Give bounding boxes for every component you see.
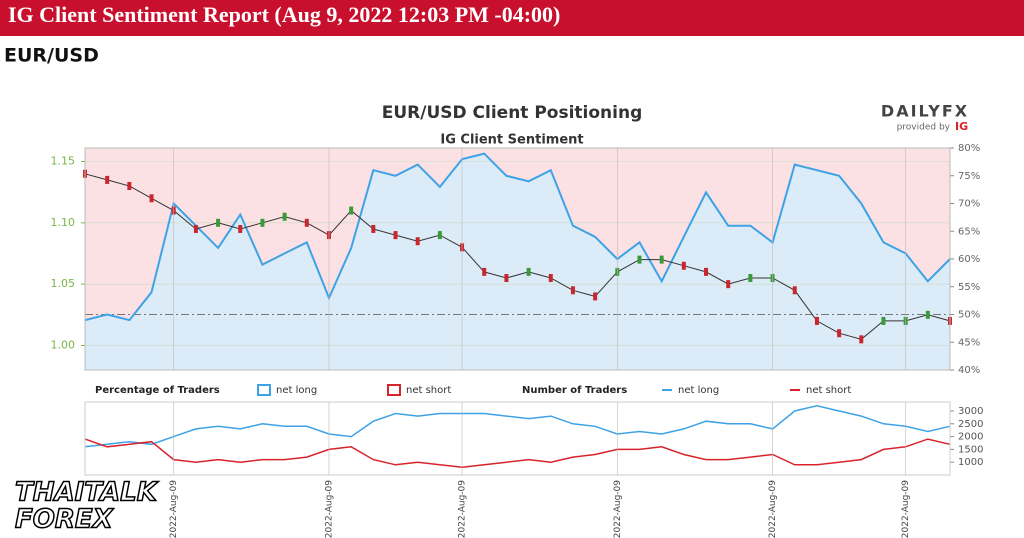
y-tick-label: 1500 <box>958 444 983 455</box>
price-candle <box>881 316 886 325</box>
x-tick-label: 2022-Aug-09 <box>324 480 334 538</box>
plot-frame <box>84 401 951 476</box>
y-tick-label: 2500 <box>958 419 983 430</box>
legend-title: Number of Traders <box>522 385 627 396</box>
price-candle <box>859 335 864 344</box>
x-tick-label: 2022-Aug-09 <box>613 480 623 538</box>
price-candle <box>726 280 731 289</box>
pair-title: EUR/USD <box>4 45 99 67</box>
legend-label: net long <box>678 385 719 396</box>
price-candle <box>748 274 753 283</box>
price-candle <box>526 267 531 276</box>
plot-frame <box>84 147 951 371</box>
y2-tick-label: 45% <box>958 337 980 348</box>
watermark-line1: THAITALK <box>15 478 159 508</box>
logo-brand: IG <box>955 120 968 133</box>
legend-label: net short <box>406 385 451 396</box>
x-tick-label: 2022-Aug-09 <box>169 480 179 538</box>
price-candle <box>393 231 398 240</box>
y-tick-label: 1000 <box>958 457 983 468</box>
y2-tick-label: 50% <box>958 310 980 321</box>
watermark-line2: FOREX <box>15 505 115 535</box>
price-candle <box>238 224 243 233</box>
price-candle <box>260 218 265 227</box>
price-candle <box>304 218 309 227</box>
legend-box <box>387 384 401 396</box>
y-tick-label: 1.05 <box>51 277 76 290</box>
header-title: IG Client Sentiment Report (Aug 9, 2022 … <box>8 2 560 27</box>
y2-tick-label: 55% <box>958 282 980 293</box>
x-tick-label: 2022-Aug-09 <box>768 480 778 538</box>
price-candle <box>482 267 487 276</box>
price-candle <box>659 255 664 264</box>
header-bar <box>0 0 1024 36</box>
price-candle <box>349 206 354 215</box>
price-candle <box>127 182 132 191</box>
y2-tick-label: 70% <box>958 199 980 210</box>
legend-label: net long <box>276 385 317 396</box>
price-candle <box>282 212 287 221</box>
y-tick-label: 1.10 <box>51 216 76 229</box>
legend-title: Percentage of Traders <box>95 385 220 396</box>
y-tick-label: 1.00 <box>51 338 76 351</box>
traders-line <box>84 405 951 448</box>
chart-title: EUR/USD Client Positioning <box>382 103 643 123</box>
y2-tick-label: 80% <box>958 143 980 154</box>
x-tick-label: 2022-Aug-09 <box>901 480 911 538</box>
y-tick-label: 3000 <box>958 406 983 417</box>
price-candle <box>415 237 420 246</box>
price-candle <box>681 261 686 270</box>
y-tick-label: 1.15 <box>51 154 76 167</box>
price-candle <box>371 224 376 233</box>
net-long-line <box>84 152 951 322</box>
price-candle <box>792 286 797 295</box>
price-candle <box>925 310 930 319</box>
net-long-area <box>85 153 950 370</box>
price-candle <box>837 329 842 338</box>
price-candle <box>216 218 221 227</box>
price-line <box>84 173 951 340</box>
traders-line <box>84 438 951 469</box>
plots: 1.00 1.05 1.10 1.15 40% 45% 50% 55% 60% 65% 70% 75%… <box>51 143 984 538</box>
price-candle <box>570 286 575 295</box>
logo-name: DAILYFX <box>881 102 969 121</box>
price-candle <box>504 274 509 283</box>
chart-subtitle: IG Client Sentiment <box>440 133 583 148</box>
price-candle <box>593 292 598 301</box>
price-candle <box>105 175 110 184</box>
price-candle <box>704 267 709 276</box>
legend-box <box>257 384 271 396</box>
price-candle <box>193 224 198 233</box>
price-candle <box>149 194 154 203</box>
y2-tick-label: 40% <box>958 365 980 376</box>
y2-tick-label: 60% <box>958 254 980 265</box>
y2-tick-label: 65% <box>958 226 980 237</box>
price-candle <box>637 255 642 264</box>
x-tick-label: 2022-Aug-09 <box>458 480 468 538</box>
price-candle <box>437 231 442 240</box>
logo-provided: provided by <box>897 123 951 133</box>
price-candle <box>548 274 553 283</box>
legend-label: net short <box>806 385 851 396</box>
y2-tick-label: 75% <box>958 171 980 182</box>
price-candle <box>814 316 819 325</box>
y-tick-label: 2000 <box>958 432 983 443</box>
